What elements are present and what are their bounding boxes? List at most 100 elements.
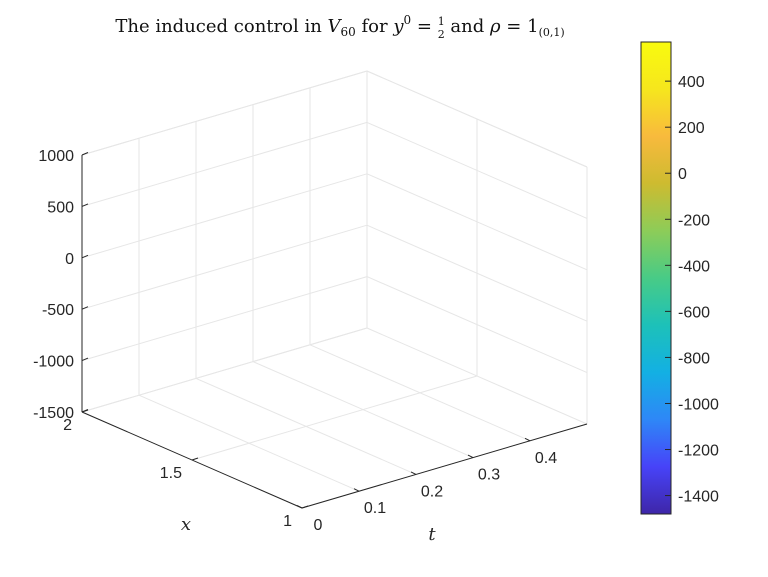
surface-patch xyxy=(499,312,512,323)
surface-patch xyxy=(312,188,325,196)
surface-patch xyxy=(415,373,428,384)
surface-patch xyxy=(236,384,249,394)
surface-patch xyxy=(355,421,368,428)
surface-patch xyxy=(388,436,401,442)
surface-patch xyxy=(362,445,375,453)
surface-patch xyxy=(327,138,340,147)
surface-patch xyxy=(457,267,470,276)
surface-patch xyxy=(212,378,225,385)
surface-patch xyxy=(347,334,360,342)
surface-patch xyxy=(336,252,349,264)
surface-patch xyxy=(320,216,333,223)
surface-patch xyxy=(216,344,229,351)
surface-patch xyxy=(398,233,411,240)
surface-patch xyxy=(335,466,348,473)
surface-patch xyxy=(370,431,383,442)
surface-patch xyxy=(236,332,249,339)
surface-patch xyxy=(195,257,208,264)
surface-patch xyxy=(360,421,373,428)
surface-patch xyxy=(287,261,300,271)
surface-patch xyxy=(201,291,214,299)
surface-patch xyxy=(549,346,562,355)
surface-patch xyxy=(258,333,271,344)
surface-patch xyxy=(240,400,253,409)
surface-patch xyxy=(355,385,368,394)
surface-patch xyxy=(409,275,422,287)
surface-patch xyxy=(284,484,297,493)
surface-patch xyxy=(417,214,430,225)
surface-patch xyxy=(285,399,298,406)
surface-patch xyxy=(483,378,496,387)
surface-patch xyxy=(320,181,333,189)
surface-patch xyxy=(389,294,402,305)
surface-patch xyxy=(289,490,302,496)
surface-patch xyxy=(514,354,527,365)
surface-patch xyxy=(431,247,444,255)
surface-patch xyxy=(410,362,423,370)
surface-patch xyxy=(315,425,328,435)
surface-patch xyxy=(402,266,415,273)
surface-patch xyxy=(367,307,380,318)
surface-patch xyxy=(153,317,166,324)
surface-patch xyxy=(296,445,309,455)
surface-patch xyxy=(261,226,274,237)
surface-patch xyxy=(452,399,465,406)
surface-patch xyxy=(393,203,406,211)
surface-patch xyxy=(199,359,212,368)
surface-patch xyxy=(287,271,300,279)
surface-patch xyxy=(457,381,470,392)
surface-patch xyxy=(340,400,353,407)
surface-patch xyxy=(276,461,289,469)
surface-patch xyxy=(272,258,285,269)
surface-patch xyxy=(408,424,421,431)
surface-patch xyxy=(307,319,320,327)
surface-patch xyxy=(327,264,340,275)
surface-patch xyxy=(280,476,293,486)
surface-patch xyxy=(270,208,283,217)
surface-patch xyxy=(241,366,254,375)
surface-patch xyxy=(431,221,444,233)
surface-patch xyxy=(291,399,304,407)
surface-patch xyxy=(367,253,380,261)
surface-patch xyxy=(97,281,110,290)
surface-patch xyxy=(221,243,234,251)
surface-patch xyxy=(395,274,408,284)
surface-patch xyxy=(199,236,212,247)
surface-patch xyxy=(175,337,188,344)
surface-patch xyxy=(422,252,435,260)
surface-patch xyxy=(229,338,242,345)
surface-patch xyxy=(298,449,311,457)
surface-patch xyxy=(276,438,289,445)
surface-patch xyxy=(175,304,188,311)
surface-patch xyxy=(320,380,333,387)
surface-patch xyxy=(283,305,296,312)
surface-patch xyxy=(217,311,230,318)
surface-patch xyxy=(309,406,322,416)
surface-patch xyxy=(397,438,410,448)
surface-patch xyxy=(333,442,346,452)
surface-patch xyxy=(314,252,327,260)
surface-patch xyxy=(131,263,144,270)
surface-patch xyxy=(378,174,391,183)
surface-patch xyxy=(494,344,507,351)
surface-patch xyxy=(428,409,441,418)
surface-patch xyxy=(481,334,494,346)
surface-patch xyxy=(108,274,121,283)
surface-patch xyxy=(406,329,419,337)
surface-patch xyxy=(333,245,346,255)
surface-patch xyxy=(479,245,492,255)
surface-patch xyxy=(382,244,395,251)
surface-patch xyxy=(170,337,183,344)
surface-patch xyxy=(86,287,99,296)
surface-patch xyxy=(417,224,430,232)
surface-patch xyxy=(444,238,457,246)
surface-patch xyxy=(364,422,377,430)
surface-patch xyxy=(133,264,146,271)
surface-patch xyxy=(398,157,411,168)
surface-patch xyxy=(505,365,518,374)
surface-patch xyxy=(302,393,315,401)
surface-patch xyxy=(267,181,280,189)
axis-line xyxy=(81,152,89,156)
surface-patch xyxy=(377,382,390,390)
surface-patch xyxy=(161,250,174,258)
